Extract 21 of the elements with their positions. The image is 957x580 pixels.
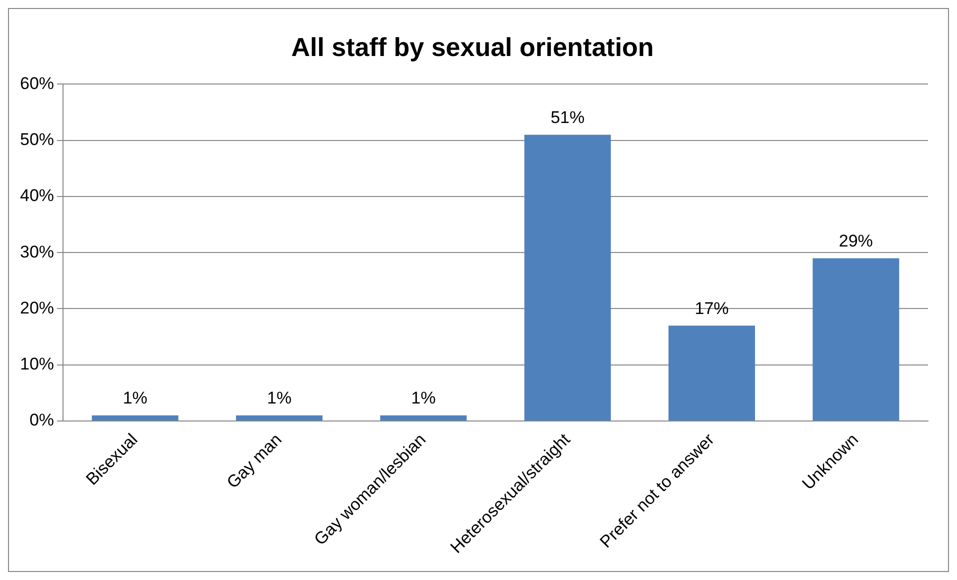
chart-title: All staff by sexual orientation [291,32,654,62]
data-label: 51% [550,108,585,127]
x-tick-label: Gay man [223,430,286,492]
y-tick-label: 0% [29,410,54,430]
data-label: 29% [838,231,873,250]
data-label: 1% [266,388,292,408]
y-tick-label: 40% [20,186,54,206]
bar [812,258,900,420]
bar [380,415,467,420]
bar [236,415,323,420]
bar [524,134,611,420]
bar [668,326,756,420]
y-tick-label: 30% [20,242,54,262]
y-tick-label: 20% [20,298,54,318]
bar [92,415,178,420]
y-tick-label: 10% [20,354,54,374]
data-label: 17% [694,298,729,318]
data-label: 1% [122,388,148,408]
y-tick-label: 60% [20,74,54,93]
y-tick-label: 50% [20,130,54,150]
data-label: 1% [411,388,436,408]
